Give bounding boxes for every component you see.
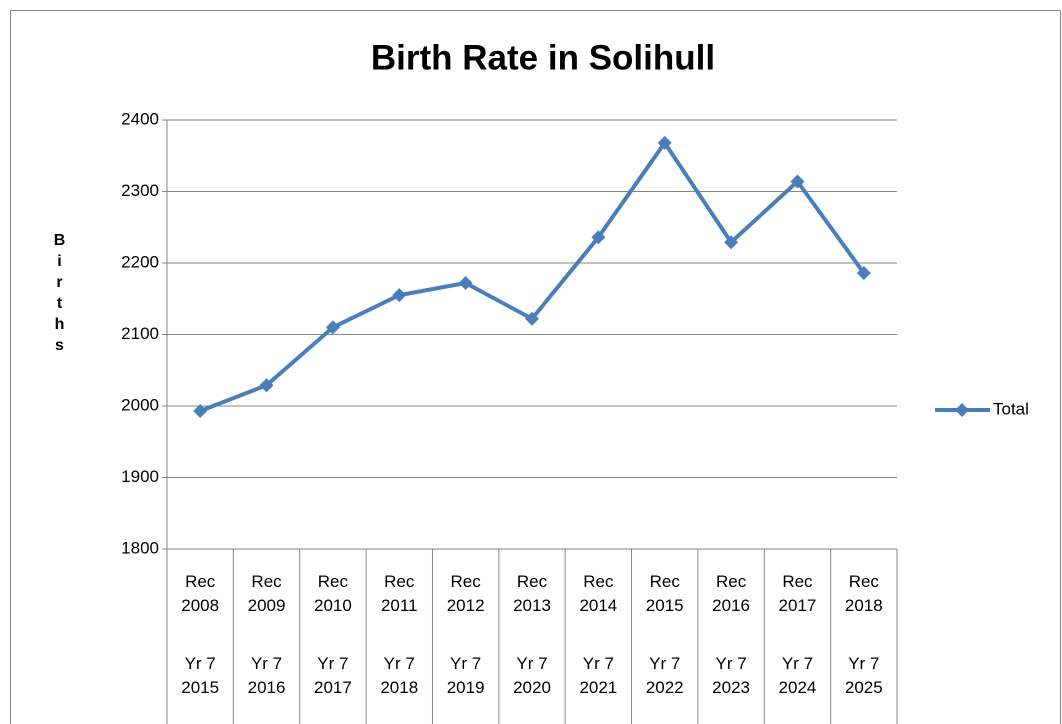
x-tick-label-level2: Yr 7 2019 (446, 654, 485, 697)
chart-border (10, 10, 1061, 724)
y-tick-label: 2200 (121, 252, 159, 271)
point-marker (193, 404, 208, 419)
y-tick-label: 1900 (121, 467, 159, 486)
x-tick-label: Rec 2013 (513, 572, 551, 615)
x-tick-label-level2: Yr 7 2020 (513, 654, 551, 697)
y-tick-label: 2100 (121, 324, 159, 343)
x-tick-label: Rec 2016 (712, 572, 750, 615)
y-tick-label: 2300 (121, 181, 159, 200)
point-marker (657, 135, 672, 150)
x-tick-label-level2: Yr 7 2022 (645, 654, 684, 697)
x-tick-label: Rec 2010 (313, 572, 352, 615)
x-tick-label: Rec 2014 (579, 572, 618, 615)
point-marker (591, 230, 606, 245)
x-tick-label-level2: Yr 7 2025 (844, 654, 883, 697)
point-marker (525, 311, 539, 326)
x-tick-label: Rec 2009 (247, 572, 286, 615)
point-marker (790, 174, 805, 189)
x-tick-label-level2: Yr 7 2018 (380, 654, 419, 697)
x-tick-label: Rec 2017 (778, 572, 817, 615)
legend-label: Total (993, 399, 1029, 418)
y-tick-label: 2400 (121, 109, 159, 128)
series-line (199, 140, 866, 413)
x-tick-label-level2: Yr 7 2015 (181, 654, 220, 697)
x-tick-label: Rec 2015 (645, 572, 684, 615)
x-tick-label: Rec 2012 (446, 572, 485, 615)
x-tick-label: Rec 2018 (844, 572, 883, 615)
legend-marker (955, 403, 969, 417)
x-tick-label-level2: Yr 7 2024 (778, 654, 817, 697)
chart-title: Birth Rate in Solihull (371, 38, 715, 77)
y-tick-label: 1800 (121, 538, 159, 557)
point-marker (458, 276, 473, 291)
y-axis-label: Births (51, 232, 68, 358)
y-tick-label: 2000 (121, 395, 159, 414)
point-marker (325, 320, 340, 335)
point-marker (392, 288, 407, 303)
x-tick-label-level2: Yr 7 2023 (712, 654, 750, 697)
point-marker (856, 266, 871, 281)
x-tick-label: Rec 2008 (181, 572, 220, 615)
x-tick-label-level2: Yr 7 2021 (579, 654, 618, 697)
x-tick-label-level2: Yr 7 2016 (247, 654, 286, 697)
point-marker (259, 378, 274, 393)
x-tick-label-level2: Yr 7 2017 (313, 654, 352, 697)
point-marker (724, 235, 739, 250)
x-tick-label: Rec 2011 (380, 572, 418, 615)
